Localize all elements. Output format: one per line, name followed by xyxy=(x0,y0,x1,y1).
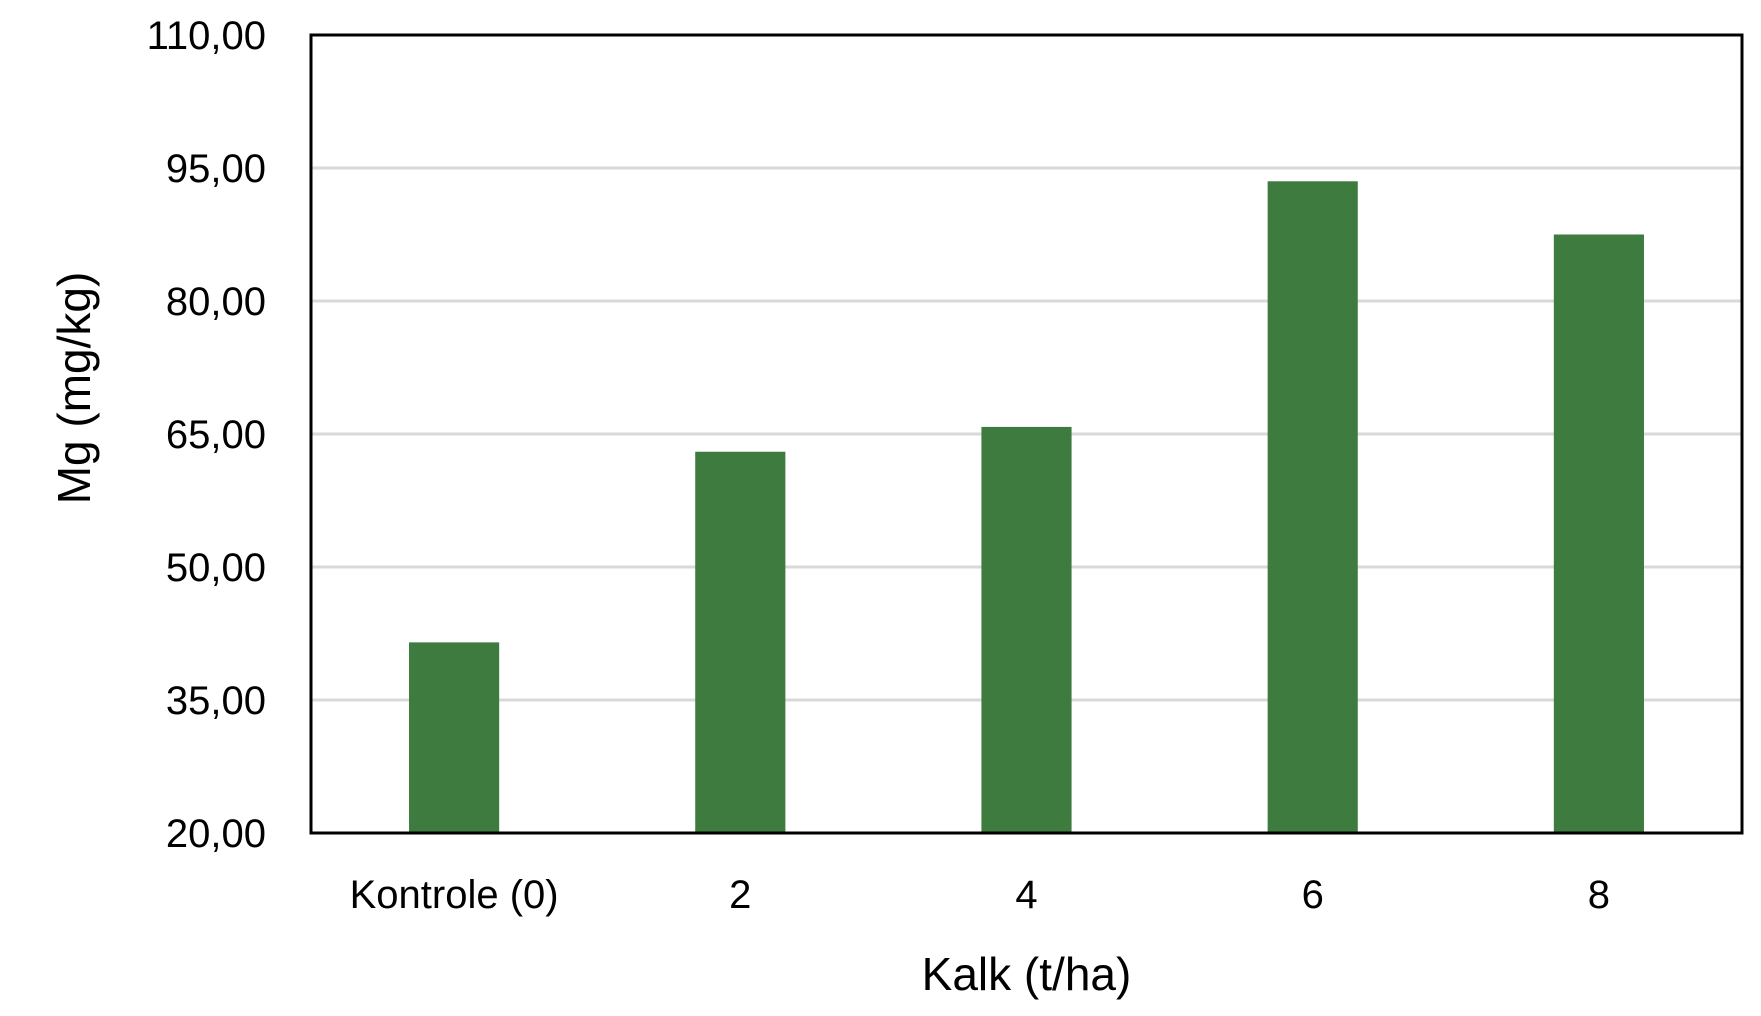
bar xyxy=(981,426,1072,833)
y-tick-labels: 20,00 35,00 50,00 65,00 80,00 95,00 110,00 xyxy=(147,14,266,856)
y-tick-label: 20,00 xyxy=(166,812,266,856)
y-tick-label: 65,00 xyxy=(166,413,266,457)
x-tick-label: 8 xyxy=(1588,873,1610,917)
x-tick-labels: Kontrole (0) 2 4 6 8 xyxy=(350,873,1610,917)
bar xyxy=(409,642,500,833)
bar xyxy=(1267,181,1358,834)
bar xyxy=(695,451,786,833)
bar xyxy=(1553,234,1644,833)
plot-frame xyxy=(309,33,1744,835)
y-tick-label: 50,00 xyxy=(166,546,266,590)
y-tick-label: 35,00 xyxy=(166,679,266,723)
x-axis-title: Kalk (t/ha) xyxy=(922,948,1132,1000)
x-tick-label: 2 xyxy=(729,873,751,917)
y-tick-label: 95,00 xyxy=(166,147,266,191)
x-tick-label: 4 xyxy=(1015,873,1037,917)
x-tick-label: Kontrole (0) xyxy=(350,873,559,917)
bars xyxy=(409,181,1644,834)
y-axis-title: Mg (mg/kg) xyxy=(48,272,100,505)
x-tick-label: 6 xyxy=(1302,873,1324,917)
y-tick-label: 80,00 xyxy=(166,280,266,324)
y-tick-label: 110,00 xyxy=(147,14,266,58)
